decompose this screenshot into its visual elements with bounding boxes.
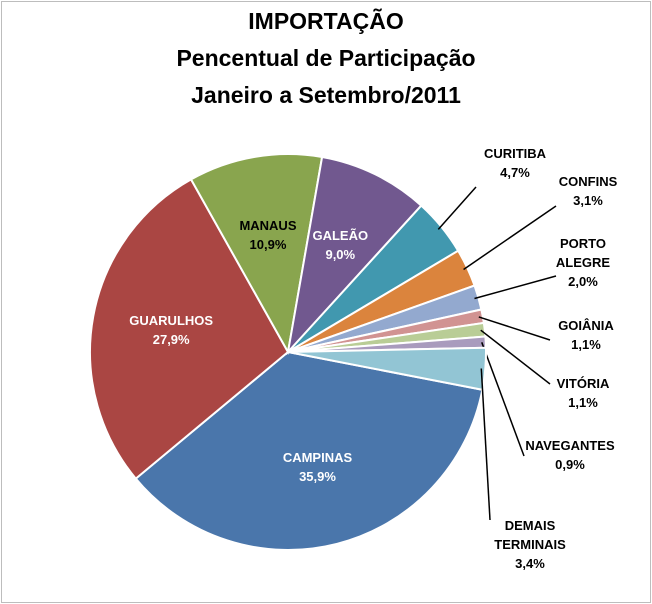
leader-line (481, 342, 525, 457)
leader-line (463, 205, 557, 271)
value-label: 35,9% (299, 469, 336, 485)
slice-label: CAMPINAS 35,9% (258, 448, 378, 486)
category-label: NAVEGANTES (525, 438, 615, 453)
pie-slice (189, 153, 324, 355)
category-label: CONFINS (558, 174, 618, 189)
slice-label: NAVEGANTES 0,9% (520, 436, 620, 474)
category-label: PORTO ALEGRE (555, 236, 611, 270)
slice-label: CURITIBA 4,7% (465, 144, 565, 182)
value-label: 1,1% (571, 337, 601, 352)
slice-label: GALEÃO 9,0% (280, 226, 400, 264)
slice-label: MANAUS 10,9% (208, 216, 328, 254)
value-label: 1,1% (568, 395, 598, 410)
category-label: MANAUS (239, 217, 297, 233)
slice-label: CONFINS 3,1% (538, 172, 638, 210)
value-label: 4,7% (500, 165, 530, 180)
category-label: GUARULHOS (129, 313, 214, 329)
leader-line (437, 186, 477, 230)
chart-title: IMPORTAÇÃO (248, 8, 404, 34)
category-label: CAMPINAS (282, 450, 353, 466)
chart-title: Janeiro a Setembro/2011 (191, 82, 461, 108)
category-label: VITÓRIA (556, 376, 610, 391)
value-label: 0,9% (555, 457, 585, 472)
leader-line (480, 368, 491, 521)
leader-line (478, 316, 551, 341)
chart-title: Pencentual de Participação (176, 45, 476, 71)
slice-label: PORTO ALEGRE 2,0% (548, 234, 618, 291)
slice-label: VITÓRIA 1,1% (533, 374, 633, 412)
pie-slice (134, 350, 484, 551)
value-label: 10,9% (249, 236, 287, 252)
value-label: 3,1% (573, 193, 603, 208)
slice-label: GUARULHOS 27,9% (111, 311, 231, 349)
value-label: 3,4% (515, 556, 545, 571)
leader-line (474, 275, 557, 300)
category-label: CURITIBA (483, 146, 547, 161)
category-label: GALEÃO (312, 228, 369, 244)
pie-slice (89, 178, 290, 481)
value-label: 9,0% (325, 247, 356, 263)
slice-label: DEMAIS TERMINAIS 3,4% (475, 516, 585, 573)
category-label: GOIÂNIA (558, 318, 614, 333)
pie-slice (286, 155, 423, 356)
slice-label: GOIÂNIA 1,1% (536, 316, 636, 354)
leader-line (480, 329, 551, 385)
value-label: 2,0% (568, 274, 598, 289)
value-label: 27,9% (152, 332, 190, 348)
category-label: DEMAIS TERMINAIS (494, 518, 566, 552)
